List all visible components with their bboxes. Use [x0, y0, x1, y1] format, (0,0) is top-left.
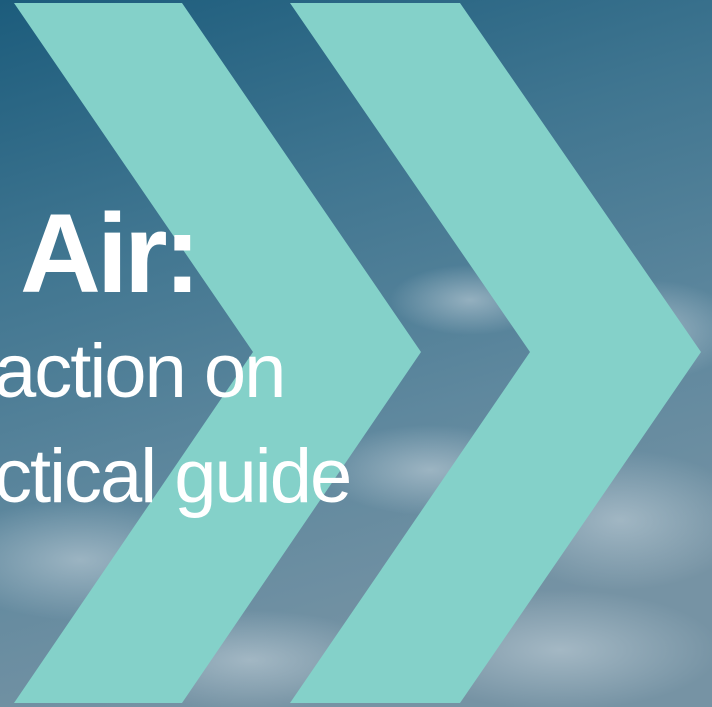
chevron: [14, 3, 421, 703]
subtitle-line: ctical guide: [0, 434, 350, 519]
chevron: [290, 3, 701, 703]
title: Air:: [20, 191, 197, 316]
subtitle-line: action on: [0, 329, 284, 414]
